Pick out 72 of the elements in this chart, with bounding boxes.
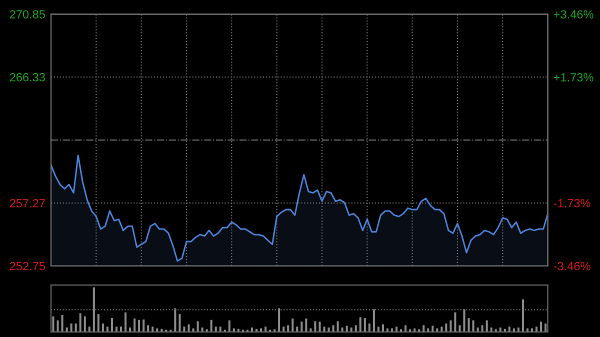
bar: [278, 308, 280, 332]
y-tick-label: 257.27: [10, 199, 45, 208]
bar: [120, 326, 122, 332]
bar: [115, 326, 118, 332]
bar: [540, 322, 542, 332]
bar: [300, 322, 303, 332]
bar: [196, 321, 199, 332]
bar: [296, 326, 298, 332]
bar: [454, 312, 456, 332]
bar: [305, 318, 308, 332]
y-tick-label: 266.33: [10, 73, 45, 82]
bar: [336, 321, 339, 332]
bar: [544, 323, 547, 332]
bar: [102, 323, 104, 332]
bar: [228, 320, 230, 332]
bar: [282, 326, 285, 332]
bar: [138, 320, 140, 332]
bar: [61, 314, 64, 332]
bar: [368, 323, 370, 332]
bar: [124, 312, 127, 332]
y-tick-label: 252.75: [10, 262, 45, 270]
bar: [522, 299, 524, 332]
bar: [110, 318, 113, 332]
bar: [188, 324, 190, 332]
bar: [264, 326, 267, 332]
bar: [535, 326, 538, 332]
bar: [70, 323, 72, 332]
bar: [346, 326, 348, 332]
bar: [192, 328, 194, 332]
bar: [318, 322, 321, 332]
bar: [174, 308, 176, 332]
bar: [395, 326, 398, 332]
bar: [382, 324, 384, 332]
bar: [183, 326, 186, 332]
bar: [314, 321, 316, 332]
bar: [219, 326, 222, 332]
bar: [445, 323, 448, 332]
bar: [372, 309, 375, 332]
bar: [359, 317, 362, 332]
bar: [377, 326, 380, 332]
bar: [79, 313, 82, 332]
bar: [468, 318, 470, 332]
y2-tick-label: +3.46%: [554, 10, 594, 19]
bar: [142, 319, 145, 332]
bar: [134, 318, 136, 332]
bar: [210, 320, 212, 332]
bar: [292, 318, 294, 332]
bar: [84, 316, 86, 332]
bar: [472, 320, 474, 332]
bar: [463, 309, 466, 332]
bar: [88, 326, 90, 332]
bar: [56, 320, 59, 332]
bar: [486, 320, 488, 332]
bar: [214, 326, 217, 332]
bar: [106, 326, 108, 332]
y2-tick-label: +1.73%: [554, 73, 594, 82]
bar: [178, 314, 181, 332]
bar: [364, 318, 366, 332]
bar: [152, 326, 154, 332]
bar: [74, 323, 77, 332]
bar: [323, 326, 326, 332]
bar: [97, 314, 100, 332]
y2-tick-label: -3.46%: [554, 262, 590, 270]
bar: [440, 326, 443, 332]
y-tick-label: 270.85: [10, 10, 45, 19]
bar: [450, 320, 452, 332]
y2-tick-label: -1.73%: [554, 198, 590, 208]
bar: [52, 316, 54, 332]
bar: [508, 326, 510, 332]
bar: [328, 327, 330, 332]
bar: [92, 287, 95, 332]
bar: [432, 326, 434, 332]
